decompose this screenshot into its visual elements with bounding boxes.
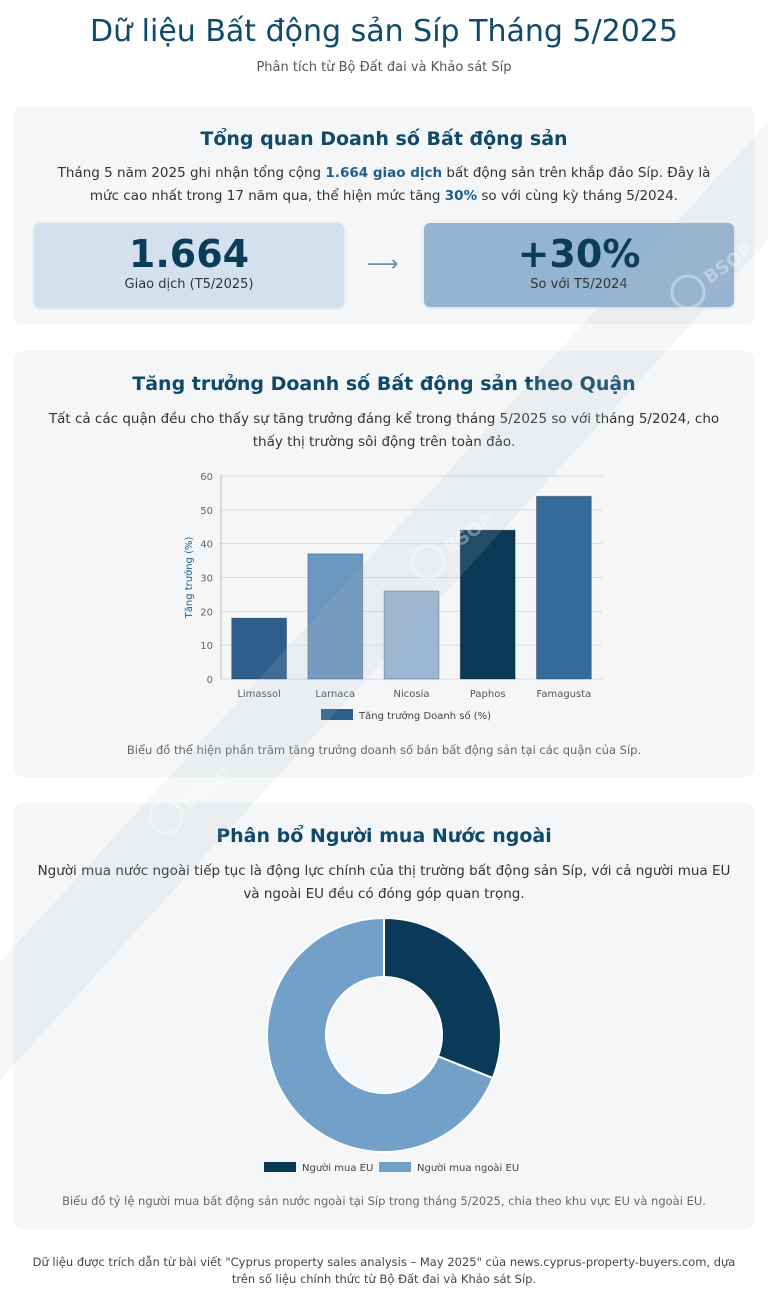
buyers-heading: Phân bổ Người mua Nước ngoài [216, 825, 552, 847]
x-tick-label: Paphos [470, 689, 506, 700]
source-footer: Dữ liệu được trích dẫn từ bài viết "Cypr… [32, 1255, 736, 1286]
arrow-right-icon: ⟶ [367, 252, 399, 277]
donut-chart: Người mua EU Người mua ngoài EU [264, 918, 519, 1174]
x-tick-label: Limassol [237, 689, 281, 700]
district-heading: Tăng trưởng Doanh số Bất động sản theo Q… [132, 373, 636, 395]
legend-swatch [379, 1162, 411, 1172]
x-tick-label: Larnaca [315, 689, 355, 700]
donut-slice [266, 918, 495, 1153]
stat-growth: +30% So với T5/2024 [424, 223, 734, 307]
bar [231, 617, 288, 680]
bar [307, 553, 364, 680]
legend-label: Người mua EU [302, 1162, 373, 1174]
overview-desc-part2: bất động sản trên khắp đảo Síp. Đây là m… [89, 165, 711, 204]
y-tick-label: 40 [200, 540, 213, 551]
stat-transactions-label: Giao dịch (T5/2025) [124, 277, 254, 292]
x-tick-label: Famagusta [537, 689, 592, 700]
overview-heading: Tổng quan Doanh số Bất động sản [200, 128, 568, 150]
legend-swatch [321, 709, 353, 720]
stat-transactions-value: 1.664 [128, 232, 250, 276]
legend-swatch [264, 1162, 296, 1172]
stat-transactions: 1.664 Giao dịch (T5/2025) [34, 223, 344, 307]
y-tick-label: 60 [200, 472, 213, 483]
page-subtitle: Phân tích từ Bộ Đất đai và Khảo sát Síp [256, 60, 512, 75]
overview-desc-part1: Tháng 5 năm 2025 ghi nhận tổng cộng [57, 165, 326, 181]
y-tick-label: 30 [200, 574, 213, 585]
overview-card: Tổng quan Doanh số Bất động sản Tháng 5 … [14, 106, 754, 324]
y-tick-label: 50 [200, 506, 213, 517]
y-tick-label: 20 [200, 607, 213, 618]
stat-growth-value: +30% [517, 232, 641, 276]
buyers-caption: Biểu đồ tỷ lệ người mua bất động sản nướ… [62, 1194, 706, 1208]
legend-label: Người mua ngoài EU [417, 1162, 519, 1174]
y-tick-label: 10 [200, 641, 213, 652]
bar [383, 590, 440, 680]
y-tick-label: 0 [207, 675, 213, 686]
page-title: Dữ liệu Bất động sản Síp Tháng 5/2025 [90, 14, 678, 49]
stat-growth-label: So với T5/2024 [530, 277, 628, 292]
district-caption: Biểu đồ thể hiện phần trăm tăng trưởng d… [126, 743, 642, 757]
legend-label: Tăng trưởng Doanh số (%) [358, 710, 491, 722]
district-description: Tất cả các quận đều cho thấy sự tăng trư… [48, 411, 720, 450]
bar [535, 495, 592, 680]
buyers-description: Người mua nước ngoài tiếp tục là động lự… [37, 863, 731, 902]
x-tick-label: Nicosia [394, 689, 430, 700]
overview-desc-bold1: 1.664 giao dịch [325, 165, 443, 181]
overview-desc-part3: so với cùng kỳ tháng 5/2024. [477, 188, 679, 204]
bar [459, 529, 516, 680]
overview-description: Tháng 5 năm 2025 ghi nhận tổng cộng 1.66… [44, 162, 724, 208]
bar-chart: 0 10 20 30 40 50 60 Tăng trưởng (%) Limassol Larn… [183, 472, 602, 722]
donut-slice [383, 918, 502, 1080]
buyers-card: Phân bổ Người mua Nước ngoài Người mua n… [14, 803, 754, 1229]
district-card: Tăng trưởng Doanh số Bất động sản theo Q… [14, 351, 754, 777]
y-axis-label: Tăng trưởng (%) [183, 537, 195, 620]
overview-desc-bold2: 30% [444, 188, 478, 204]
